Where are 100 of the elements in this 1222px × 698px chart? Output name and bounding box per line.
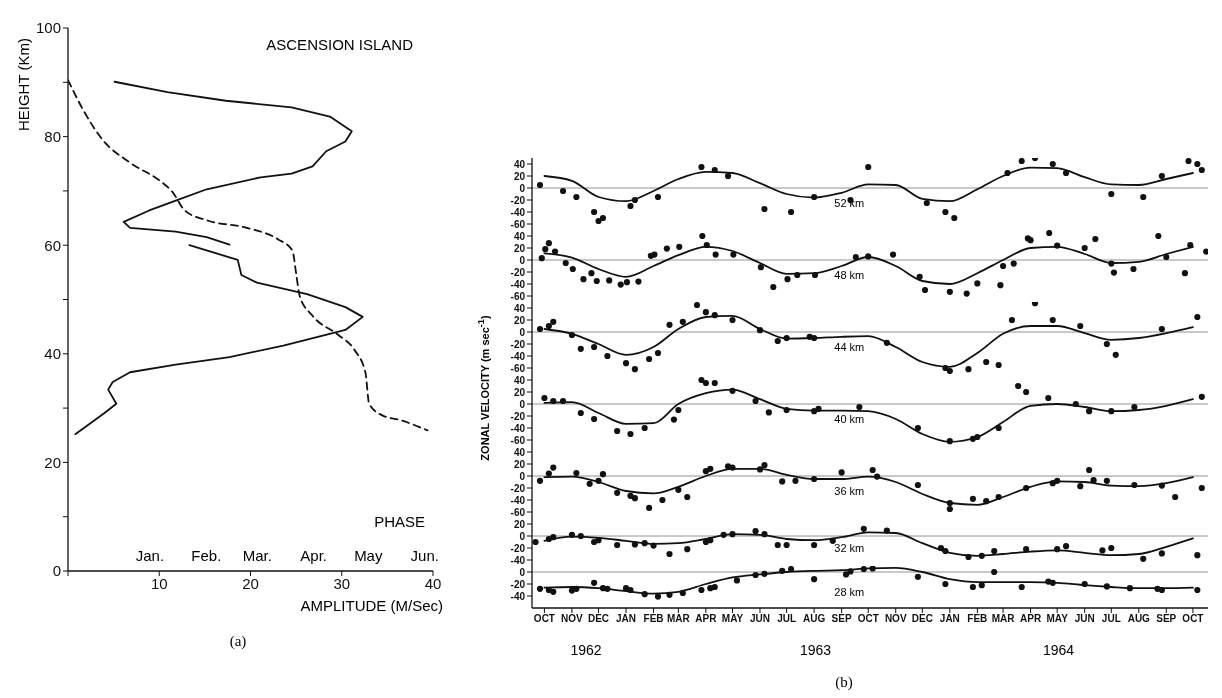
y-tick-label: 20 [513, 170, 526, 182]
x-tick-label: AUG [802, 613, 826, 625]
point [693, 302, 701, 309]
point [573, 469, 580, 477]
point [883, 527, 890, 534]
x2-tick-label: Apr. [300, 547, 328, 564]
point [1004, 169, 1011, 177]
point [1172, 493, 1179, 501]
point [991, 547, 998, 555]
point [1010, 260, 1017, 267]
point [942, 580, 949, 588]
annotation: 48 km [834, 268, 865, 281]
point [702, 468, 709, 475]
point [874, 473, 881, 480]
point [1155, 232, 1162, 240]
point [865, 163, 872, 171]
point [1154, 585, 1161, 592]
point [942, 208, 949, 216]
point [1077, 322, 1084, 330]
point [631, 366, 638, 373]
y-tick-label: 0 [52, 562, 61, 580]
y-tick-label: 0 [519, 566, 526, 578]
point [654, 349, 662, 357]
point [1198, 166, 1205, 174]
point [711, 166, 718, 174]
point [838, 469, 845, 476]
y-tick-label: 40 [513, 374, 526, 386]
point [675, 406, 682, 414]
point [1090, 477, 1097, 484]
y-tick-label: 20 [513, 458, 526, 470]
point [545, 470, 552, 477]
point [914, 424, 921, 432]
y-tick-label: -60 [510, 290, 526, 302]
point [974, 433, 981, 441]
point [663, 245, 670, 252]
point [595, 477, 602, 484]
point [811, 334, 818, 342]
y-tick-label: 40 [513, 302, 526, 314]
point [1086, 466, 1093, 474]
point [536, 181, 544, 189]
y-tick-label: -40 [510, 554, 526, 566]
point [969, 495, 976, 502]
point [1054, 242, 1061, 249]
y-tick-label: 20 [513, 314, 526, 326]
y-tick-label: 40 [513, 230, 526, 242]
point [536, 585, 544, 592]
point [593, 277, 600, 285]
point [562, 259, 569, 267]
point [752, 528, 759, 535]
point [631, 541, 638, 548]
point [1185, 158, 1192, 165]
point [550, 464, 557, 471]
text: 1962 [570, 642, 602, 658]
y-tick-label: 0 [519, 530, 526, 542]
point [856, 403, 863, 411]
point [1062, 169, 1070, 177]
point [974, 280, 981, 287]
point [757, 264, 764, 271]
point [761, 570, 768, 577]
text: (a) [229, 633, 247, 650]
point [666, 591, 673, 598]
point [969, 583, 976, 591]
point [1081, 580, 1088, 588]
point [997, 282, 1004, 289]
point [752, 571, 759, 579]
point [1158, 325, 1165, 333]
annotation: 32 km [834, 541, 865, 554]
point [536, 477, 544, 484]
point [641, 424, 648, 432]
point [646, 504, 653, 511]
y-tick-label: -60 [510, 506, 526, 518]
point [614, 427, 621, 435]
x-tick-label: MAY [721, 613, 744, 625]
point [916, 273, 923, 280]
point [946, 367, 953, 374]
point [1131, 403, 1138, 411]
y-tick-label: 20 [513, 242, 526, 254]
point [1049, 160, 1056, 168]
y-tick-label: 40 [513, 446, 526, 458]
point [1046, 230, 1053, 237]
point [1163, 253, 1170, 261]
point [1108, 260, 1115, 267]
point [779, 478, 786, 485]
point [811, 541, 818, 549]
point [631, 196, 638, 204]
point [946, 505, 953, 513]
point [991, 568, 998, 576]
point [588, 270, 595, 277]
point [545, 322, 552, 330]
point [724, 172, 732, 180]
point [1103, 340, 1110, 348]
point [787, 208, 795, 216]
annotation: 36 km [834, 484, 865, 497]
point [942, 364, 949, 372]
point [914, 481, 921, 489]
point [1158, 586, 1165, 594]
y-tick-label: -60 [510, 218, 526, 230]
point [591, 415, 598, 423]
point [698, 376, 705, 384]
point [1130, 265, 1137, 273]
